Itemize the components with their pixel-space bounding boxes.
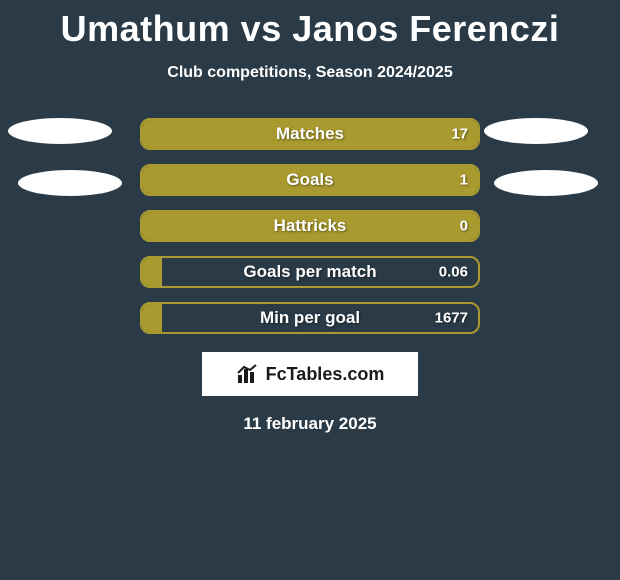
stat-bar-fill-right (162, 120, 478, 148)
stat-label: Goals per match (142, 262, 478, 282)
stat-bar-fill-right (310, 212, 478, 240)
stat-value-right: 1 (460, 172, 468, 189)
page-title: Umathum vs Janos Ferenczi (0, 0, 620, 50)
subtitle: Club competitions, Season 2024/2025 (0, 64, 620, 82)
stat-row: Min per goal1677 (0, 302, 620, 334)
footer-logo-text: FcTables.com (266, 364, 385, 385)
stat-bar-track: Goals1 (140, 164, 480, 196)
stat-value-right: 0.06 (439, 264, 468, 281)
stat-value-right: 1677 (435, 310, 468, 327)
stat-bar-fill-right (162, 166, 478, 194)
stat-bar-fill-left (142, 166, 162, 194)
footer-logo: FcTables.com (202, 352, 418, 396)
footer-date: 11 february 2025 (0, 414, 620, 434)
stat-row: Hattricks0 (0, 210, 620, 242)
stat-label: Min per goal (142, 308, 478, 328)
stat-bar-fill-left (142, 258, 162, 286)
stat-bar-track: Goals per match0.06 (140, 256, 480, 288)
stat-bar-track: Min per goal1677 (140, 302, 480, 334)
stat-row: Goals per match0.06 (0, 256, 620, 288)
stat-bar-track: Hattricks0 (140, 210, 480, 242)
stat-bar-fill-left (142, 304, 162, 332)
bar-chart-icon (236, 363, 260, 385)
stat-value-right: 17 (451, 126, 468, 143)
stat-bar-fill-left (142, 120, 162, 148)
stat-bar-fill-left (142, 212, 310, 240)
stat-bar-track: Matches17 (140, 118, 480, 150)
stat-row: Goals1 (0, 164, 620, 196)
stat-value-right: 0 (460, 218, 468, 235)
stats-area: Matches17 Goals1 Hattricks0 Goals per match… (0, 118, 620, 334)
stat-row: Matches17 (0, 118, 620, 150)
